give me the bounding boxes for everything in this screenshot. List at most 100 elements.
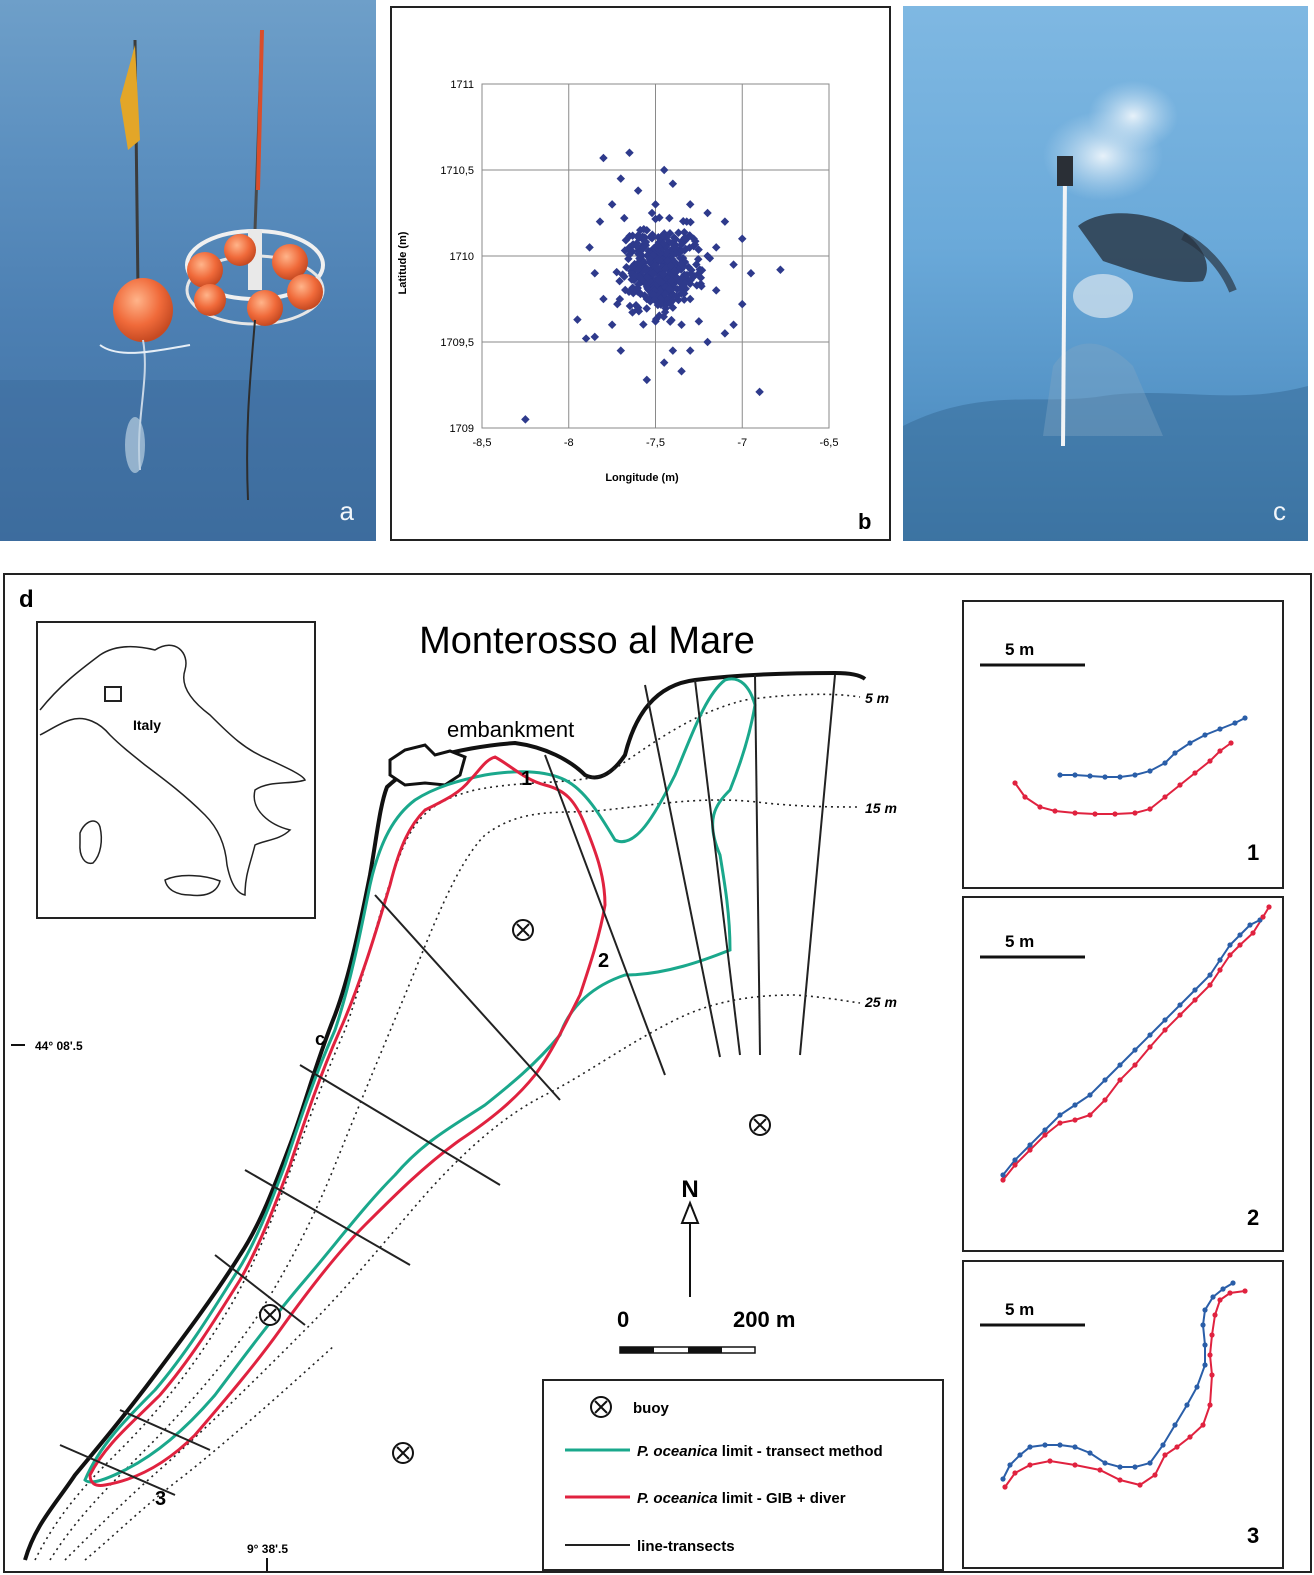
track-point [1087, 1112, 1093, 1118]
track-point [1217, 726, 1223, 732]
track-point [1260, 914, 1266, 920]
detail-panel-1: 5 m 1 [962, 600, 1284, 889]
scatter-point [641, 265, 651, 274]
transect-number-1: 1 [521, 768, 532, 790]
track-point [1147, 806, 1153, 812]
track-point [1194, 1384, 1200, 1390]
scatter-point [631, 300, 641, 310]
scatter-point [635, 251, 644, 260]
detail-panel-3: 5 m 3 [962, 1260, 1284, 1569]
track-point [1250, 930, 1256, 936]
scatter-point [661, 304, 670, 313]
scatter-point [696, 273, 706, 282]
legend-buoy-icon [590, 1396, 612, 1418]
scatter-point [659, 358, 669, 367]
x-tick-label: -7 [737, 437, 747, 449]
north-label: N [681, 1176, 698, 1203]
track-point [1012, 1157, 1018, 1163]
scatter-point [653, 264, 662, 273]
track-point [1000, 1172, 1006, 1178]
scatter-point [665, 299, 675, 308]
scatter-point [685, 243, 694, 252]
scatter-point [685, 346, 695, 355]
track-point [1132, 772, 1138, 778]
track-point [1037, 804, 1043, 810]
scatter-chart-panel: -8,5 -8 -7,5 -7 -6,5 1709 1709,5 1710 1710,5 1711… [390, 6, 891, 541]
scatter-point [676, 253, 685, 263]
scatter-point [625, 148, 634, 158]
legend-lines-label: line-transects [637, 1538, 735, 1555]
track-point [1117, 1062, 1123, 1068]
longitude-label: 9° 38'.5 [247, 1542, 288, 1556]
track-point [1207, 972, 1213, 978]
scatter-point [703, 337, 712, 347]
track-point [1042, 1127, 1048, 1133]
depth-contours [34, 693, 861, 1561]
scatter-point [679, 281, 688, 290]
track-point [1162, 1452, 1168, 1458]
scatter-point [746, 268, 756, 278]
scatter-point [665, 284, 674, 294]
scatter-point [634, 307, 644, 316]
scatter-point [645, 254, 655, 264]
scatter-point [628, 308, 637, 317]
track-point [1047, 1458, 1053, 1464]
scatter-point [670, 266, 679, 276]
scatter-point [642, 304, 651, 313]
scatter-point [651, 314, 661, 324]
track-point [1072, 1462, 1078, 1468]
scatter-point [642, 273, 652, 282]
scatter-point [720, 217, 730, 226]
track-point [1202, 1342, 1208, 1348]
y-tick-label: 1709 [450, 423, 474, 435]
track-point [1102, 1077, 1108, 1083]
track-point [1209, 1332, 1215, 1338]
scatter-point [622, 262, 631, 272]
scatter-point [729, 260, 738, 269]
scatter-point [677, 366, 686, 376]
track-point [1192, 770, 1198, 776]
scatter-point [633, 186, 643, 195]
track-point [1057, 772, 1063, 778]
scatter-point [655, 277, 665, 286]
legend-gib-label: P. oceanica limit - GIB + diver [637, 1490, 846, 1507]
photo-panel-a: a [0, 0, 376, 541]
limit-gib-diver [88, 755, 607, 1487]
track-point [1202, 1307, 1208, 1313]
map: d Italy Monterosso al Mare embankment 5 … [11, 586, 1284, 1571]
track-point [1228, 740, 1234, 746]
map-panel: d Italy Monterosso al Mare embankment 5 … [3, 573, 1312, 1573]
track-point [1087, 773, 1093, 779]
track-point [1132, 1464, 1138, 1470]
buoy-photo [0, 29, 376, 541]
depth-label-25m: 25 m [864, 994, 897, 1010]
x-axis-label: Longitude (m) [605, 472, 679, 484]
detail-scale-3: 5 m [1005, 1300, 1034, 1319]
track-point [1132, 1047, 1138, 1053]
scale-end-label: 200 m [733, 1307, 795, 1332]
map-title: Monterosso al Mare [419, 620, 755, 662]
track-point [1147, 1032, 1153, 1038]
track-point [1117, 1477, 1123, 1483]
track-point [1117, 774, 1123, 780]
harbor-embankment [388, 743, 467, 787]
scatter-point [668, 179, 678, 189]
scatter-point [686, 217, 695, 227]
track-point [1097, 1467, 1103, 1473]
transect-number-3: 3 [155, 1488, 166, 1510]
scatter-point [679, 295, 689, 304]
track-point [1217, 1297, 1223, 1303]
track-point [1147, 768, 1153, 774]
buoy-icon [749, 1114, 771, 1136]
scatter-point [738, 299, 747, 309]
scatter-point [599, 153, 608, 163]
track-point [1087, 1450, 1093, 1456]
track-point [1232, 720, 1238, 726]
scatter-point [633, 265, 642, 275]
scatter-point [590, 268, 600, 278]
scatter-point [590, 332, 600, 342]
scatter-point [627, 275, 636, 284]
track-point [1162, 1027, 1168, 1033]
track-point [1102, 1460, 1108, 1466]
track-point [1002, 1484, 1008, 1490]
